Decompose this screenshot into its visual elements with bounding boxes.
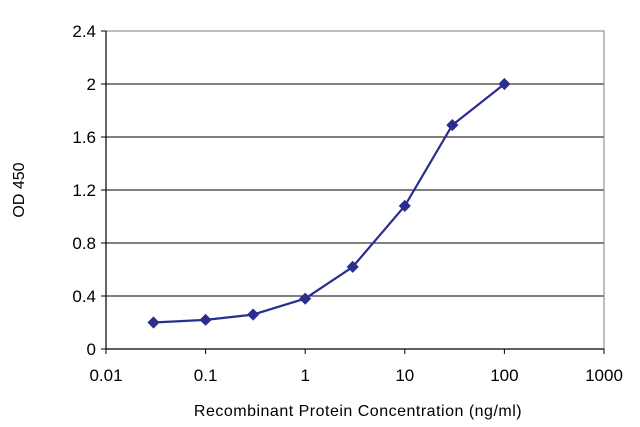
y-tick-label: 1.2 [72, 181, 96, 200]
x-tick-label: 1 [300, 366, 309, 385]
y-tick-label: 0 [87, 340, 96, 359]
y-axis-title: OD 450 [11, 162, 28, 217]
data-point-marker [446, 119, 459, 132]
data-point-marker [498, 77, 511, 91]
data-point-marker [398, 199, 411, 212]
y-tick-label: 2 [87, 75, 96, 94]
x-axis-title: Recombinant Protein Concentration (ng/ml… [194, 403, 522, 420]
grid-lines [106, 30, 604, 297]
y-tick-label: 2.4 [72, 22, 96, 41]
y-tick-label: 1.6 [72, 128, 96, 147]
data-point-marker [346, 260, 359, 273]
x-tick-label: 10 [395, 366, 414, 385]
data-point-marker [199, 313, 212, 326]
axes [101, 30, 605, 354]
tick-labels: 0 0.4 0.8 1.2 1.6 2 2.4 0.01 0.1 1 10 100 1000 [72, 22, 623, 385]
series-line [153, 83, 506, 324]
data-series [147, 77, 511, 329]
x-tick-label: 100 [490, 366, 518, 385]
y-tick-label: 0.8 [72, 234, 96, 253]
x-tick-label: 1000 [585, 366, 623, 385]
x-tick-label: 0.01 [89, 366, 122, 385]
y-tick-label: 0.4 [72, 287, 96, 306]
data-point-marker [147, 316, 160, 329]
data-point-marker [247, 308, 260, 321]
x-tick-label: 0.1 [194, 366, 218, 385]
data-point-marker [299, 292, 312, 305]
